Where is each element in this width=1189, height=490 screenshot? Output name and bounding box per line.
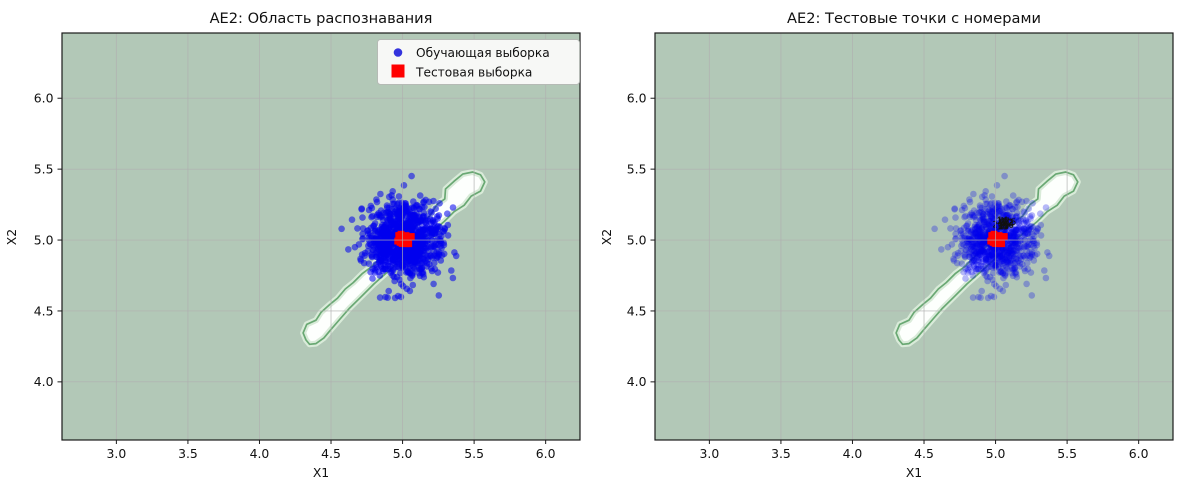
x-tick-label: 4.5 bbox=[321, 446, 341, 461]
point-number: 4 bbox=[999, 216, 1004, 226]
y-tick-label: 5.0 bbox=[34, 232, 54, 247]
x-tick-label: 5.5 bbox=[1057, 446, 1077, 461]
grid-lines bbox=[62, 33, 580, 440]
legend-box bbox=[377, 39, 580, 85]
chart-recognition-region: 3.0 3.5 4.0 4.5 5.0 5.5 6.0 4.0 4.5 5.0 5.5 6.0 bbox=[34, 32, 581, 461]
recognition-region-outline bbox=[302, 171, 486, 346]
point-number: 16 bbox=[1003, 221, 1014, 231]
point-number: 11 bbox=[998, 222, 1009, 232]
left-xaxis-label: X1 bbox=[313, 465, 329, 480]
y-tick-label: 5.5 bbox=[627, 161, 647, 176]
axes-frame bbox=[61, 32, 581, 441]
y-tick-label: 5.0 bbox=[627, 232, 647, 247]
axes-frame bbox=[654, 32, 1174, 441]
x-tick-label: 3.0 bbox=[700, 446, 720, 461]
y-tick-label: 6.0 bbox=[627, 91, 647, 106]
x-tick-label: 5.0 bbox=[986, 446, 1006, 461]
right-yaxis-label: X2 bbox=[599, 229, 614, 245]
y-tick-label: 4.0 bbox=[34, 374, 54, 389]
x-tick-label: 5.5 bbox=[464, 446, 484, 461]
x-tick-label: 4.0 bbox=[843, 446, 863, 461]
point-number: 1 bbox=[1000, 218, 1005, 228]
point-number: 20 bbox=[992, 221, 1003, 231]
test-scatter bbox=[987, 230, 1008, 248]
y-tick-label: 5.5 bbox=[34, 161, 54, 176]
point-number: 6 bbox=[1002, 221, 1007, 231]
right-xaxis-label: X1 bbox=[906, 465, 922, 480]
y-tick-label: 4.0 bbox=[627, 374, 647, 389]
point-number: 14 bbox=[997, 216, 1008, 226]
x-tick-label: 3.5 bbox=[178, 446, 198, 461]
point-number: 12 bbox=[1002, 218, 1013, 228]
legend-train-label: Обучающая выборка bbox=[416, 46, 550, 60]
legend: Обучающая выборка Тестовая выборка bbox=[377, 39, 580, 85]
x-tick-label: 4.0 bbox=[250, 446, 270, 461]
plot-background bbox=[62, 33, 580, 440]
point-number: 18 bbox=[996, 217, 1007, 227]
left-chart-title: AE2: Область распознавания bbox=[210, 10, 433, 27]
point-number: 15 bbox=[1005, 218, 1016, 228]
x-tick-label: 6.0 bbox=[1129, 446, 1149, 461]
point-number: 8 bbox=[1000, 218, 1005, 228]
x-tick-label: 3.0 bbox=[107, 446, 127, 461]
point-number: 9 bbox=[1000, 221, 1005, 231]
recognition-region-outline bbox=[895, 171, 1079, 346]
x-tick-label: 5.0 bbox=[393, 446, 413, 461]
legend-test-marker-icon bbox=[391, 64, 405, 78]
left-yaxis-label: X2 bbox=[4, 229, 19, 245]
point-number: 3 bbox=[1009, 219, 1014, 229]
test-scatter bbox=[394, 230, 415, 248]
point-number: 2 bbox=[1008, 218, 1013, 228]
point-number: 5 bbox=[1004, 221, 1009, 231]
grid-lines bbox=[655, 33, 1173, 440]
axis-ticks: 3.0 3.5 4.0 4.5 5.0 5.5 6.0 4.0 4.5 5.0 5.5 6.0 bbox=[627, 91, 1149, 461]
x-tick-label: 6.0 bbox=[536, 446, 556, 461]
right-chart-title: AE2: Тестовые точки с номерами bbox=[787, 10, 1041, 27]
point-number: 13 bbox=[998, 219, 1009, 229]
plot-background bbox=[655, 33, 1173, 440]
y-tick-label: 6.0 bbox=[34, 91, 54, 106]
point-number: 17 bbox=[999, 222, 1010, 232]
x-tick-label: 4.5 bbox=[914, 446, 934, 461]
y-tick-label: 4.5 bbox=[627, 303, 647, 318]
axis-ticks: 3.0 3.5 4.0 4.5 5.0 5.5 6.0 4.0 4.5 5.0 5.5 6.0 bbox=[34, 91, 556, 461]
x-tick-label: 3.5 bbox=[771, 446, 791, 461]
legend-train-marker-icon bbox=[393, 48, 403, 57]
point-number: 7 bbox=[1004, 217, 1009, 227]
legend-test-label: Тестовая выборка bbox=[415, 66, 532, 80]
y-tick-label: 4.5 bbox=[34, 303, 54, 318]
point-number: 10 bbox=[996, 223, 1007, 233]
point-number: 19 bbox=[998, 222, 1009, 232]
